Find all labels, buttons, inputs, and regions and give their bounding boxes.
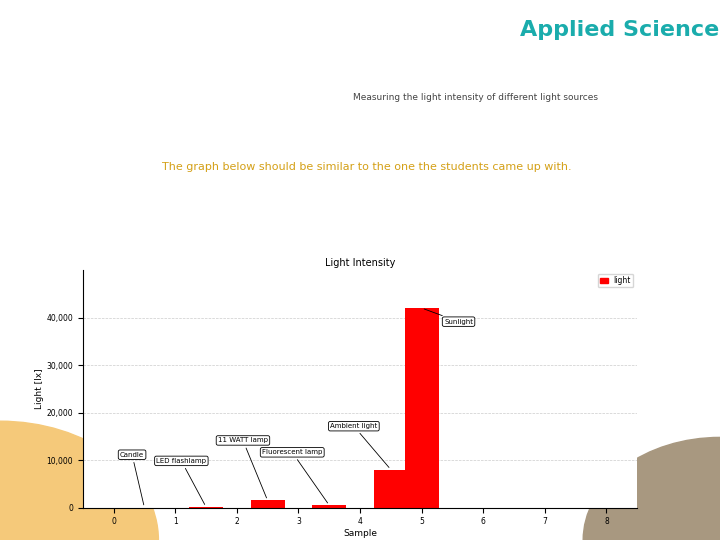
Legend: light: light bbox=[598, 274, 634, 287]
Text: Candle: Candle bbox=[120, 451, 144, 505]
Text: The graph below should be similar to the one the students came up with.: The graph below should be similar to the… bbox=[163, 162, 572, 172]
Bar bbox=[374, 470, 408, 508]
Text: Results and analysis: Results and analysis bbox=[359, 114, 513, 127]
Bar bbox=[189, 507, 223, 508]
Text: Ambient light: Ambient light bbox=[330, 423, 389, 468]
Bar bbox=[405, 308, 438, 508]
Text: Applied Sciences: Applied Sciences bbox=[520, 19, 720, 40]
Text: Variation of light intensity: Variation of light intensity bbox=[369, 57, 588, 72]
Y-axis label: Light [lx]: Light [lx] bbox=[35, 368, 43, 409]
X-axis label: Sample: Sample bbox=[343, 529, 377, 538]
Text: Measuring the light intensity of different light sources: Measuring the light intensity of differe… bbox=[353, 93, 598, 102]
Bar bbox=[312, 505, 346, 508]
Bar bbox=[251, 501, 284, 508]
Text: Fluorescent lamp: Fluorescent lamp bbox=[262, 449, 328, 503]
Text: 11 WATT lamp: 11 WATT lamp bbox=[218, 437, 268, 498]
Title: Light Intensity: Light Intensity bbox=[325, 258, 395, 268]
Text: Sunlight: Sunlight bbox=[424, 309, 473, 325]
Text: LED flashlamp: LED flashlamp bbox=[156, 458, 207, 504]
